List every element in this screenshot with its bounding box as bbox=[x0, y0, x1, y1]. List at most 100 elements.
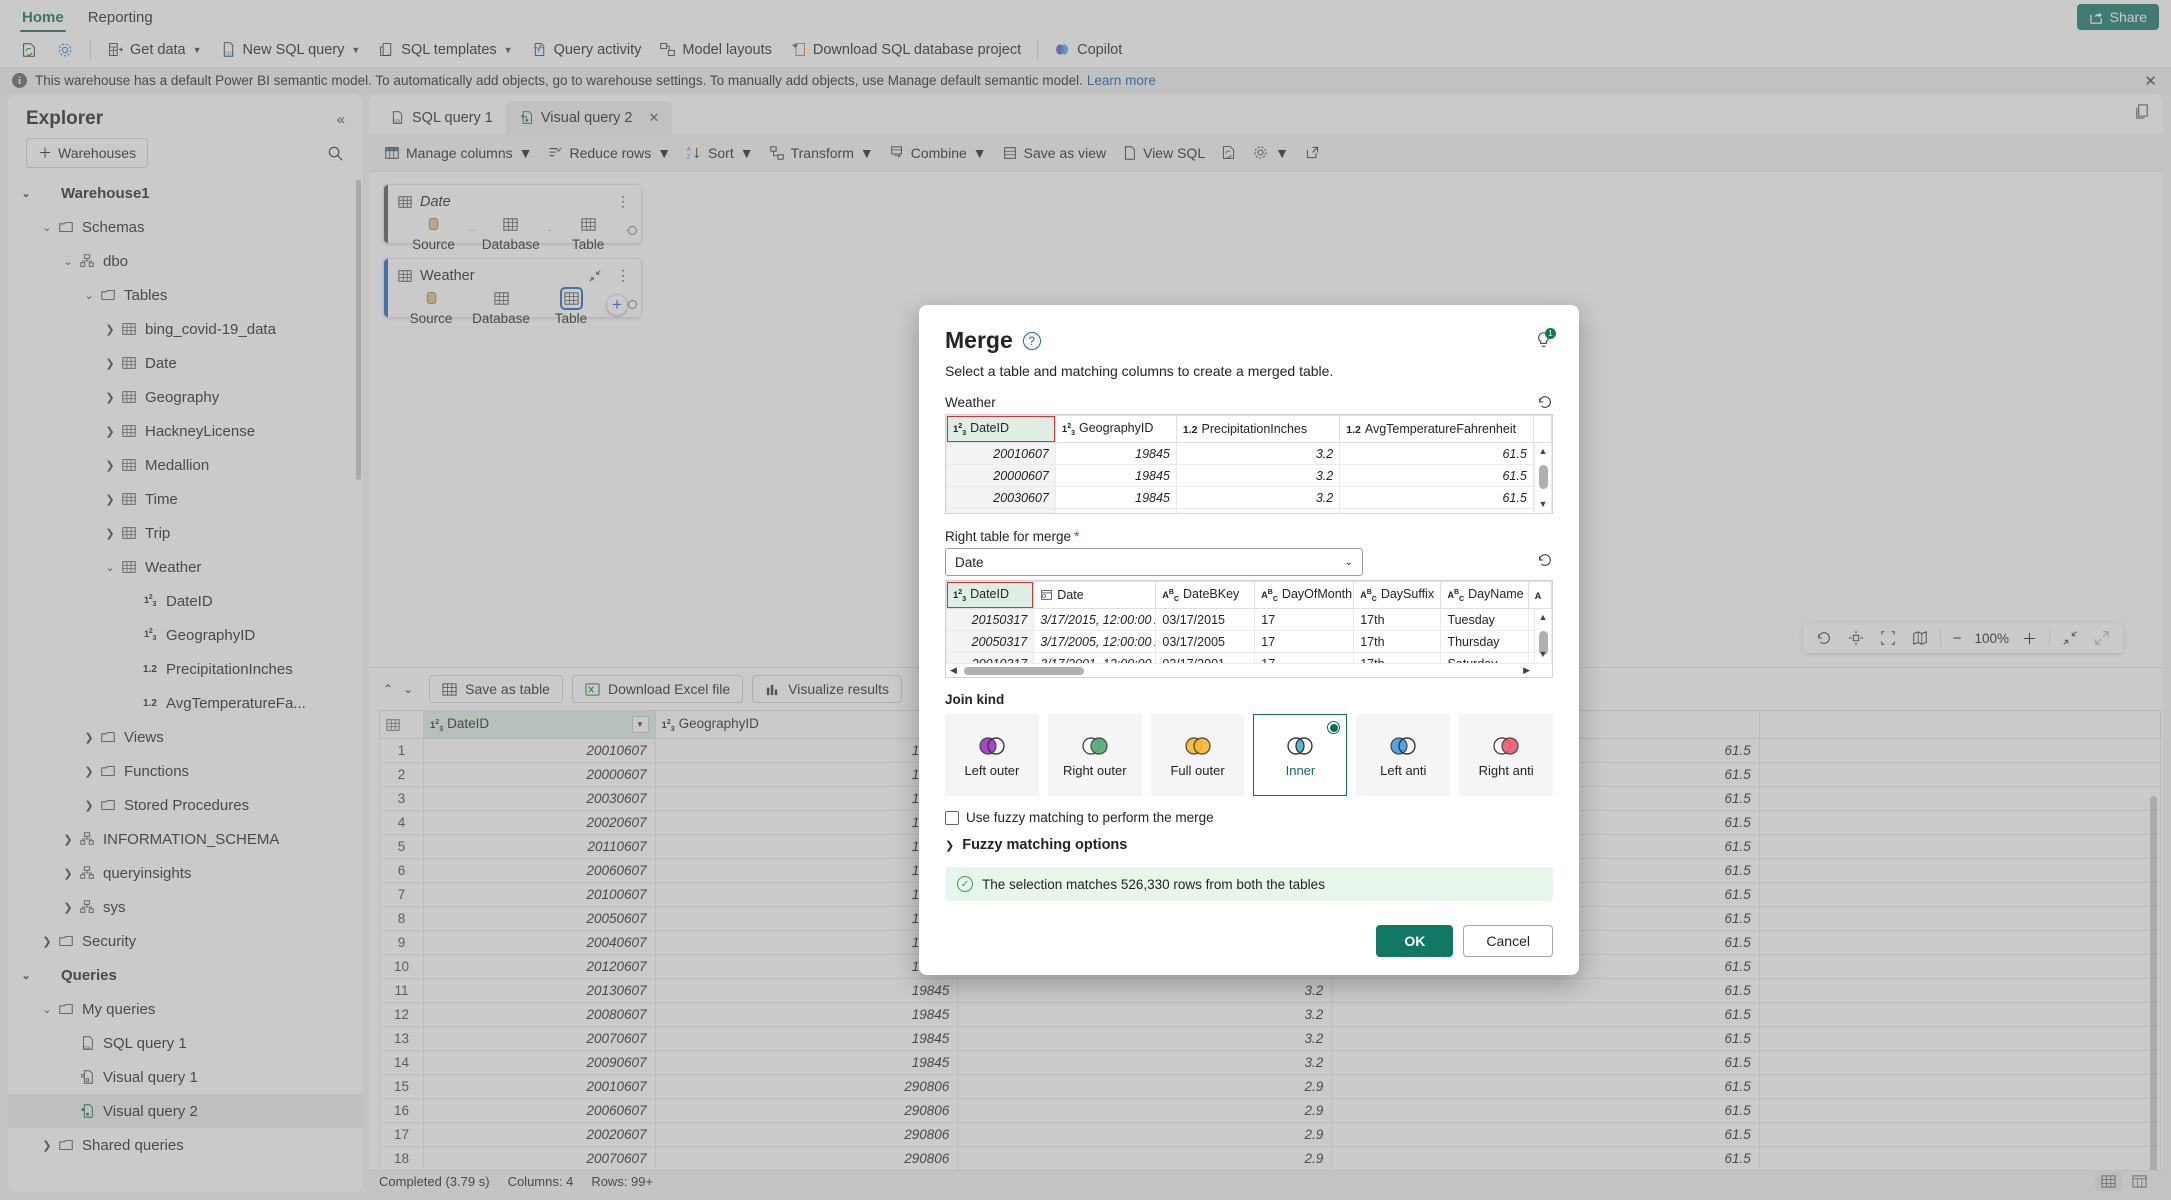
right-col-dayname[interactable]: ABC DayName bbox=[1440, 581, 1529, 609]
get-data-button[interactable]: Get data ▼ bbox=[99, 36, 210, 63]
tree-item-functions[interactable]: ❯ Functions bbox=[8, 754, 363, 788]
chevron-right-icon[interactable]: ❯ bbox=[84, 799, 94, 812]
ok-button[interactable]: OK bbox=[1376, 925, 1454, 957]
right-col-dayofmonth[interactable]: ABC DayOfMonth bbox=[1254, 581, 1355, 609]
chevron-right-icon[interactable]: ❯ bbox=[105, 391, 115, 404]
settings-button[interactable] bbox=[48, 36, 82, 64]
table-row[interactable]: 20030607 19845 3.2 61.5 bbox=[946, 486, 1552, 509]
zoom-in-icon[interactable]: ＋ bbox=[2021, 630, 2037, 648]
scroll-up-icon[interactable]: ▲ bbox=[1538, 612, 1548, 622]
fuzzy-matching-checkbox[interactable] bbox=[945, 810, 959, 825]
right-col-dateid[interactable]: 123 DateID bbox=[946, 581, 1035, 609]
table-row[interactable]: 17 20020607 290806 2.9 61.5 bbox=[379, 1122, 2161, 1147]
reset-icon[interactable] bbox=[1809, 626, 1839, 650]
chevron-right-icon[interactable]: ❯ bbox=[63, 867, 73, 880]
chevron-right-icon[interactable]: ❯ bbox=[42, 935, 52, 948]
chevron-down-icon[interactable]: ⌄ bbox=[63, 255, 73, 268]
chevron-right-icon[interactable]: ❯ bbox=[105, 357, 115, 370]
collapse-node-icon[interactable] bbox=[588, 269, 602, 283]
scroll-left-icon[interactable]: ◀ bbox=[950, 665, 957, 675]
step-database[interactable]: Database bbox=[473, 216, 548, 252]
save-as-table-button[interactable]: Save as table bbox=[429, 675, 563, 703]
add-step-button[interactable]: + bbox=[606, 294, 628, 316]
right-col-datebkey[interactable]: ABC DateBKey bbox=[1155, 581, 1256, 609]
fuzzy-matching-options-expander[interactable]: ❯ Fuzzy matching options bbox=[945, 837, 1553, 853]
column-view-icon[interactable] bbox=[2126, 1172, 2153, 1191]
chevron-right-icon[interactable]: ❯ bbox=[84, 731, 94, 744]
radio-selected-icon[interactable] bbox=[1327, 721, 1341, 734]
node-menu-icon[interactable]: ⋮ bbox=[616, 267, 631, 283]
tree-item-hackneylicense[interactable]: ❯ HackneyLicense bbox=[8, 414, 363, 448]
chevron-right-icon[interactable]: ❯ bbox=[105, 459, 115, 472]
join-kind-left-outer[interactable]: Left outer bbox=[945, 714, 1039, 796]
chevron-down-icon[interactable]: ⌄ bbox=[105, 561, 115, 574]
chevron-right-icon[interactable]: ❯ bbox=[42, 1139, 52, 1152]
collapse-canvas-icon[interactable] bbox=[2055, 626, 2085, 650]
results-resize-controls[interactable]: ⌃ ⌄ bbox=[379, 680, 417, 698]
table-row[interactable]: 20010607 19845 3.2 61.5 bbox=[946, 442, 1552, 465]
transform-button[interactable]: Transform ▼ bbox=[762, 140, 881, 166]
reduce-rows-button[interactable]: Reduce rows ▼ bbox=[540, 140, 678, 166]
tree-item-tables[interactable]: ⌄ Tables bbox=[8, 278, 363, 312]
join-kind-right-outer[interactable]: Right outer bbox=[1047, 714, 1142, 796]
tree-item-geographyid[interactable]: 123 GeographyID bbox=[8, 618, 363, 652]
popout-button[interactable] bbox=[1297, 139, 1328, 166]
tree-item-warehouse1[interactable]: ⌄ Warehouse1 bbox=[8, 176, 363, 210]
node-output-port[interactable] bbox=[628, 300, 637, 309]
save-as-view-button[interactable]: Save as view bbox=[995, 140, 1113, 166]
tree-item-date[interactable]: ❯ Date bbox=[8, 346, 363, 380]
tree-item-avgtemperaturefa-[interactable]: 1.2 AvgTemperatureFa... bbox=[8, 686, 363, 720]
filter-dropdown-icon[interactable]: ▼ bbox=[631, 716, 649, 733]
cancel-button[interactable]: Cancel bbox=[1463, 925, 1553, 957]
right-table-preview[interactable]: 123 DateID Date ABC DateBKey ABC DayOfMonth ABC… bbox=[945, 580, 1553, 678]
join-kind-inner[interactable]: Inner bbox=[1253, 714, 1348, 796]
refresh-right-preview-icon[interactable] bbox=[1537, 552, 1553, 568]
copy-icon[interactable] bbox=[2134, 103, 2151, 120]
learn-more-link[interactable]: Learn more bbox=[1086, 73, 1156, 88]
tree-item-dateid[interactable]: 123 DateID bbox=[8, 584, 363, 618]
chevron-right-icon[interactable]: ❯ bbox=[63, 833, 73, 846]
tree-item-geography[interactable]: ❯ Geography bbox=[8, 380, 363, 414]
visualize-results-button[interactable]: Visualize results bbox=[752, 675, 903, 703]
tree-item-queries[interactable]: ⌄ Queries bbox=[8, 958, 363, 992]
tree-item-my-queries[interactable]: ⌄ My queries bbox=[8, 992, 363, 1026]
manage-columns-button[interactable]: Manage columns ▼ bbox=[377, 140, 539, 166]
right-col-partial[interactable]: A bbox=[1527, 581, 1552, 609]
tab-visual-query-2[interactable]: Visual query 2 ✕ bbox=[505, 101, 673, 134]
step-table[interactable]: Table bbox=[551, 216, 626, 252]
table-row[interactable]: 20020607198453.261.5 bbox=[946, 508, 1552, 513]
tree-item-sql-query-1[interactable]: SQL SQL query 1 bbox=[8, 1026, 363, 1060]
share-button[interactable]: Share bbox=[2076, 4, 2159, 30]
help-icon[interactable]: ? bbox=[1022, 331, 1041, 350]
tree-item-stored-procedures[interactable]: ❯ Stored Procedures bbox=[8, 788, 363, 822]
right-preview-scrollbar[interactable]: ▲ ▼ bbox=[1534, 609, 1551, 662]
lightbulb-icon[interactable]: 1 bbox=[1534, 328, 1556, 350]
step-source[interactable]: Source bbox=[396, 290, 466, 326]
table-row[interactable]: 14 20090607 19845 3.2 61.5 bbox=[379, 1050, 2161, 1075]
chevron-right-icon[interactable]: ❯ bbox=[84, 765, 94, 778]
table-row[interactable]: 12 20080607 19845 3.2 61.5 bbox=[379, 1002, 2161, 1027]
fit-icon[interactable] bbox=[1873, 626, 1903, 650]
left-col-geographyid[interactable]: 123 GeographyID bbox=[1054, 415, 1177, 443]
collapse-explorer-icon[interactable]: « bbox=[336, 110, 345, 128]
left-col-dateid[interactable]: 123 DateID bbox=[946, 415, 1056, 443]
table-row[interactable]: 13 20070607 19845 3.2 61.5 bbox=[379, 1026, 2161, 1051]
tree-item-medallion[interactable]: ❯ Medallion bbox=[8, 448, 363, 482]
tree-item-information-schema[interactable]: ❯ INFORMATION_SCHEMA bbox=[8, 822, 363, 856]
new-sql-query-button[interactable]: SQL New SQL query ▼ bbox=[212, 36, 369, 63]
table-row[interactable]: 20000607 19845 3.2 61.5 bbox=[946, 464, 1552, 487]
query-node-weather[interactable]: Weather ⋮ Source Database bbox=[383, 258, 642, 326]
add-warehouses-button[interactable]: ＋ Warehouses bbox=[26, 138, 149, 168]
scroll-thumb[interactable] bbox=[1539, 631, 1548, 655]
scroll-right-icon[interactable]: ▶ bbox=[1523, 665, 1530, 675]
download-sql-database-project-button[interactable]: Download SQL database project bbox=[782, 36, 1029, 63]
tree-item-bing-covid-19-data[interactable]: ❯ bing_covid-19_data bbox=[8, 312, 363, 346]
tree-item-dbo[interactable]: ⌄ dbo bbox=[8, 244, 363, 278]
table-row[interactable]: 11 20130607 19845 3.2 61.5 bbox=[379, 978, 2161, 1003]
join-kind-full-outer[interactable]: Full outer bbox=[1150, 714, 1245, 796]
refresh-left-preview-icon[interactable] bbox=[1537, 394, 1553, 410]
expand-up-icon[interactable]: ⌃ bbox=[383, 682, 394, 696]
tree-item-schemas[interactable]: ⌄ Schemas bbox=[8, 210, 363, 244]
tree-item-trip[interactable]: ❯ Trip bbox=[8, 516, 363, 550]
